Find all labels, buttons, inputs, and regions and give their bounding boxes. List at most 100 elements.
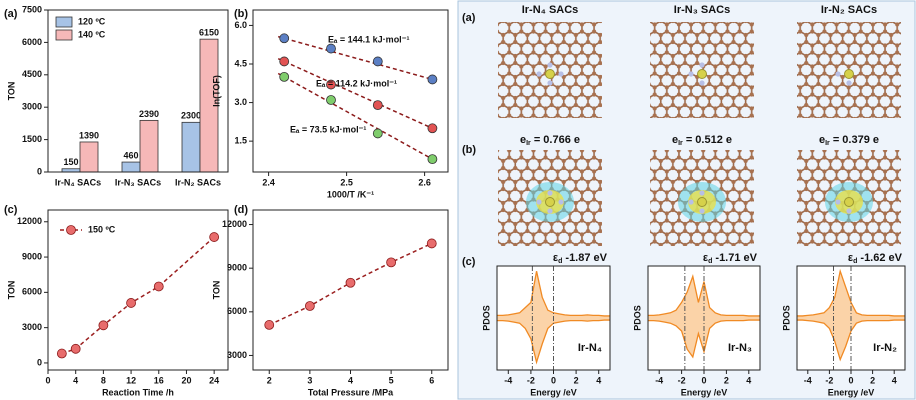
point [372, 56, 383, 67]
point [326, 79, 336, 90]
structure-title: Ir-N₄ SACs [522, 4, 579, 16]
y-tick-label: 1.5 [234, 136, 247, 146]
x-axis-title: Energy /eV [530, 387, 577, 397]
x-tick-label: -4 [655, 375, 663, 385]
x-axis-title: Reaction Time /h [102, 387, 174, 397]
point [56, 348, 67, 359]
charge-text: = 0.512 e [683, 134, 732, 146]
iridium-atom [844, 69, 854, 79]
fit-line [277, 35, 433, 81]
structure-title: Ir-N₂ SACs [821, 4, 877, 16]
y-tick-label: 6000 [22, 287, 42, 297]
nitrogen-atom [688, 199, 694, 205]
legend-swatch [55, 29, 73, 41]
nitrogen-atom [835, 199, 841, 205]
value-label: 2390 [139, 109, 159, 119]
x-tick-label: 20 [181, 375, 191, 385]
charge-symbol: e [819, 134, 825, 146]
x-tick-label: Ir-N₄ SACs [55, 177, 101, 187]
value-label: 150 [63, 157, 78, 167]
point [345, 277, 356, 288]
point [372, 100, 383, 111]
x-tick-label: 4 [348, 375, 353, 385]
x-axis-title: 1000/T /K⁻¹ [327, 189, 374, 199]
point [427, 154, 438, 165]
x-tick-label: 3 [307, 375, 312, 385]
legend-label: 140 ºC [78, 29, 106, 39]
d-band-label: εd -1.62 eV [848, 252, 903, 265]
x-tick-label: -2 [527, 375, 535, 385]
y-tick-label: 6.0 [234, 20, 247, 30]
fit-line [277, 58, 433, 129]
x-tick-label: 2 [724, 375, 729, 385]
d-band-symbol: ε [848, 252, 854, 264]
annotation: Eₐ = 144.1 kJ·mol⁻¹ [328, 34, 409, 44]
charge-label: eIr = 0.766 e [520, 134, 580, 147]
x-tick-label: 12 [126, 375, 136, 385]
structure-label: Ir-N₃ [728, 342, 752, 354]
plot-frame [252, 9, 449, 173]
point [279, 33, 290, 44]
y-tick-label: 9000 [22, 251, 42, 261]
x-tick-label: -4 [504, 375, 512, 385]
charge-symbol: e [672, 134, 678, 146]
value-label: 1390 [79, 130, 99, 140]
point [153, 281, 164, 292]
x-tick-label: Ir-N₂ SACs [175, 177, 221, 187]
iridium-atom [844, 197, 854, 207]
structure-label: Ir-N₂ [873, 342, 897, 354]
charge-symbol: e [520, 134, 526, 146]
plot-frame [47, 9, 229, 173]
nitrogen-atom [688, 71, 694, 77]
nitrogen-atom [835, 71, 841, 77]
panel-label: (c) [4, 204, 18, 216]
dos-curve [797, 268, 905, 317]
point [326, 43, 336, 54]
point [372, 128, 383, 139]
x-tick-label: 2.5 [340, 177, 353, 187]
x-tick-label: 16 [154, 375, 164, 385]
structure-label: Ir-N₄ [578, 342, 602, 354]
nitrogen-atom [699, 208, 705, 214]
charge-text: = 0.766 e [531, 134, 580, 146]
point [209, 232, 220, 242]
dos-curve [648, 274, 760, 317]
value-label: 6150 [199, 28, 219, 38]
plot-frame [796, 265, 906, 371]
charge-text: = 0.379 e [830, 134, 879, 146]
legend-marker [66, 225, 76, 235]
iridium-atom [545, 69, 555, 79]
value-label: 460 [123, 150, 138, 160]
x-tick-label: 6 [429, 375, 434, 385]
nitrogen-atom [536, 71, 542, 77]
x-tick-label: -2 [825, 375, 833, 385]
plot-frame [252, 209, 449, 371]
bar [181, 121, 201, 173]
legend-label: 150 ºC [88, 224, 116, 234]
legend-label: 120 ºC [78, 16, 106, 26]
y-tick-label: 6000 [227, 306, 247, 316]
x-tick-label: 4 [892, 375, 897, 385]
nitrogen-atom [547, 62, 553, 68]
x-tick-label: 4 [596, 375, 601, 385]
y-axis-title: TON [6, 82, 16, 101]
y-tick-label: 3000 [22, 322, 42, 332]
point [427, 74, 438, 85]
y-tick-label: 4500 [22, 69, 42, 79]
x-tick-label: 0 [551, 375, 556, 385]
d-band-subscript: d [708, 258, 712, 265]
x-tick-label: 2.6 [418, 177, 431, 187]
x-tick-label: 0 [848, 375, 853, 385]
x-tick-label: 2 [574, 375, 579, 385]
x-tick-label: -4 [804, 375, 812, 385]
fit-line [277, 72, 433, 160]
x-tick-label: 4 [746, 375, 751, 385]
nitrogen-atom [846, 208, 852, 214]
legend-swatch [55, 16, 73, 28]
y-tick-label: 0 [37, 357, 42, 367]
nitrogen-atom [846, 80, 852, 86]
charge-subscript: Ir [678, 140, 683, 147]
iridium-atom [697, 69, 707, 79]
d-band-value: -1.62 eV [860, 252, 902, 264]
